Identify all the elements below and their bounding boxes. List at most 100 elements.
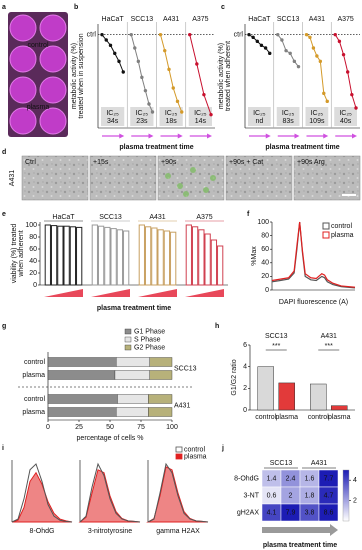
group-label: A431	[309, 16, 325, 23]
micrograph	[89, 155, 157, 201]
x-tick-label: 0	[46, 424, 50, 431]
ic-box	[305, 107, 329, 126]
panel-label: g	[2, 323, 6, 330]
data-point	[322, 91, 326, 96]
data-point	[136, 59, 141, 64]
y-tick-label: 100	[25, 222, 37, 229]
category-label: control	[24, 359, 45, 366]
bar	[138, 224, 145, 286]
data-line	[130, 34, 153, 113]
data-point	[129, 32, 133, 37]
stacked-bar	[117, 394, 149, 404]
ic-label: IC₂₅	[194, 110, 207, 117]
y-tick-label: 40	[29, 258, 37, 265]
ic-label: IC₂₅	[136, 110, 149, 117]
data-point	[280, 38, 284, 42]
data-point	[202, 92, 206, 97]
cell-value: 4.7	[324, 492, 334, 499]
x-axis-label: percentage of cells %	[77, 435, 144, 442]
y-tick-label: 2	[243, 385, 247, 392]
bar	[144, 226, 152, 286]
y-tick-label: 80	[29, 234, 37, 241]
data-point	[325, 99, 329, 104]
time-arrowhead	[294, 133, 300, 139]
bar	[191, 226, 199, 286]
legend-label: G2 Phase	[134, 344, 165, 351]
bar	[157, 229, 164, 286]
ic-box	[159, 107, 183, 126]
group-label: HaCaT	[102, 16, 125, 23]
cell-value: 1.4	[267, 475, 277, 482]
data-point	[209, 112, 213, 117]
x-axis-label: DAPI fluorescence (A)	[279, 299, 348, 306]
group-label: A431	[149, 214, 165, 221]
bar	[170, 231, 177, 286]
data-point	[188, 32, 192, 37]
bar	[110, 228, 117, 286]
stained-cell	[210, 175, 216, 181]
cell-value: 2	[289, 492, 293, 499]
image-label: +90s Arg	[297, 159, 325, 166]
data-point	[259, 43, 264, 48]
group-label: A431	[321, 333, 337, 340]
time-arrow	[262, 524, 338, 536]
data-point	[113, 51, 117, 56]
legend-label: G1 Phase	[134, 328, 165, 335]
colorbar	[342, 469, 350, 522]
bar	[278, 382, 295, 411]
micrograph	[225, 155, 293, 201]
panel-label: j	[221, 445, 224, 452]
data-point	[263, 46, 268, 50]
ic-label: IC₂₅	[253, 110, 266, 117]
x-tick-label: 100	[166, 424, 178, 431]
cell-value: 7.9	[286, 509, 296, 516]
cell-value: 1.6	[305, 475, 315, 482]
data-point	[121, 70, 125, 74]
x-axis-label: 3-nitrotyrosine	[88, 528, 132, 535]
y-axis-label: G1/G2 ratio	[231, 359, 238, 395]
bar	[204, 233, 211, 286]
histogram-line	[147, 462, 209, 523]
data-line	[189, 34, 212, 115]
y-tick-label: 0	[33, 282, 37, 289]
data-point	[350, 92, 354, 97]
y-tick-label: 20	[29, 270, 37, 277]
data-point	[276, 32, 280, 37]
data-point	[346, 70, 350, 74]
panel-label: h	[215, 323, 219, 330]
cell-value: 7.7	[324, 475, 334, 482]
time-wedge	[44, 289, 83, 297]
legend-swatch	[124, 336, 132, 343]
legend-swatch	[322, 222, 330, 230]
well	[39, 107, 67, 135]
data-point	[311, 46, 316, 50]
category-label: plasma	[22, 409, 45, 416]
x-axis-label: plasma treatment time	[97, 305, 171, 312]
legend-swatch	[175, 453, 183, 460]
group-label: A375	[192, 16, 208, 23]
data-line	[334, 34, 357, 109]
ic-label: IC₂₅	[165, 110, 178, 117]
data-point	[318, 59, 323, 64]
data-point	[292, 59, 297, 64]
bar	[257, 366, 274, 411]
data-point	[337, 39, 342, 44]
data-point	[143, 88, 148, 93]
x-axis-label: plasma treatment time	[265, 144, 339, 151]
y-tick-label: 100	[257, 219, 269, 226]
data-point	[284, 48, 288, 53]
legend-label: control	[184, 446, 205, 453]
bar	[217, 245, 224, 286]
group-label: HaCaT	[248, 16, 271, 23]
bar	[116, 229, 124, 286]
category-label: control	[255, 414, 276, 421]
ic-box	[130, 107, 154, 126]
stacked-bar	[148, 407, 173, 417]
cell-value: 3.8	[305, 509, 315, 516]
legend-swatch	[124, 344, 132, 351]
stained-cell	[190, 167, 196, 173]
data-point	[247, 32, 251, 37]
significance-label: ***	[325, 343, 333, 350]
panel-label: e	[2, 211, 6, 218]
ic-label: IC₂₅	[282, 110, 295, 117]
